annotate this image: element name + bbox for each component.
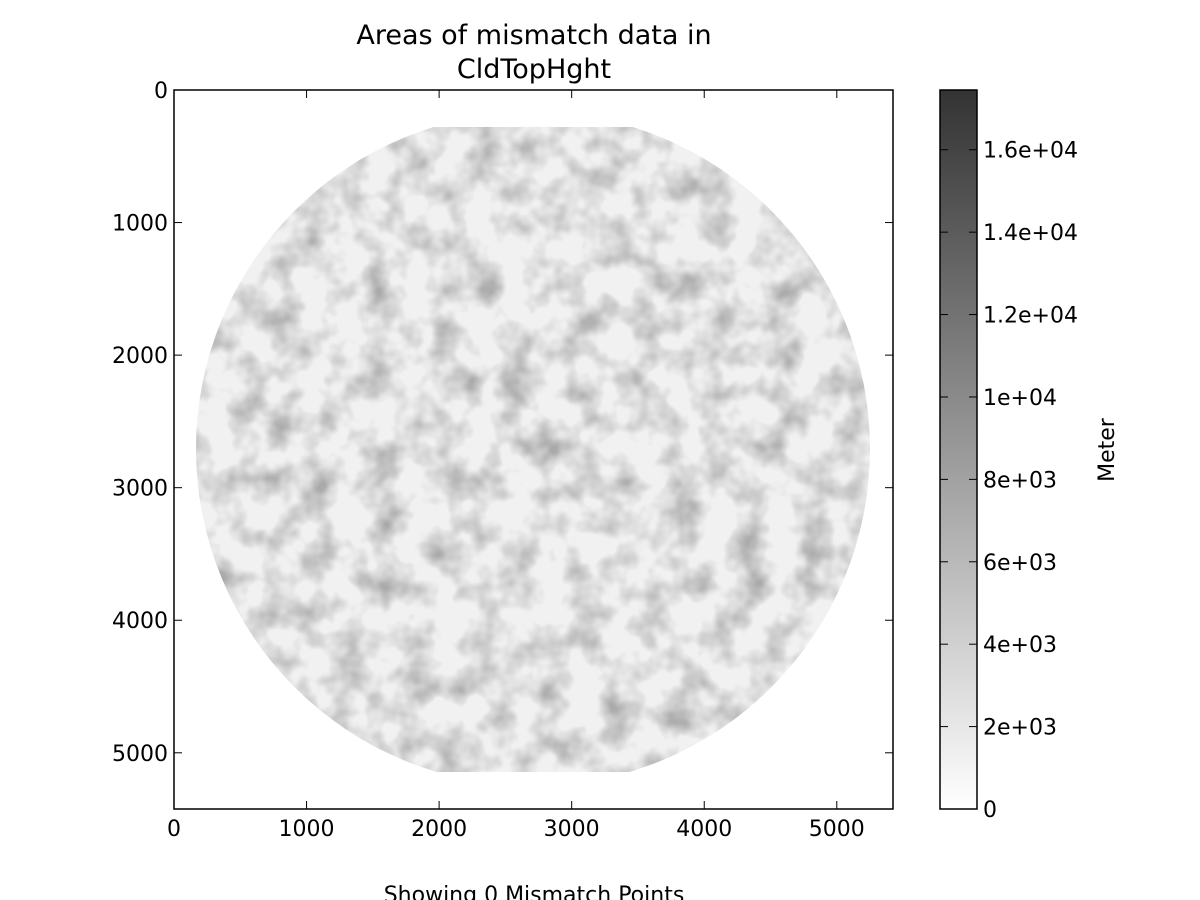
y-tick-label: 5000 [112, 742, 168, 767]
colorbar-tick-label: 2e+03 [983, 716, 1057, 741]
chart-title: Areas of mismatch data in [356, 20, 711, 51]
plot-frame [173, 89, 894, 810]
colorbar-tick-label: 1.2e+04 [983, 304, 1078, 329]
footer-note: Showing 0 Mismatch Points [384, 883, 685, 900]
colorbar-tick-label: 4e+03 [983, 633, 1057, 658]
colorbar-tick-label: 1.6e+04 [983, 139, 1078, 164]
x-tick-label: 0 [167, 817, 181, 842]
x-tick-label: 5000 [809, 817, 865, 842]
x-tick-label: 4000 [676, 817, 732, 842]
colorbar-tick-label: 6e+03 [983, 551, 1057, 576]
chart-title: CldTopHght [457, 54, 611, 85]
colorbar-tick-label: 1e+04 [983, 386, 1057, 411]
colorbar-tick-label: 0 [983, 798, 997, 823]
y-tick-label: 4000 [112, 609, 168, 634]
colorbar [939, 89, 978, 810]
x-tick-label: 1000 [279, 817, 335, 842]
y-tick-label: 1000 [112, 212, 168, 237]
earth-disk [196, 127, 870, 772]
x-tick-label: 2000 [411, 817, 467, 842]
x-tick-label: 3000 [544, 817, 600, 842]
colorbar-tick-label: 8e+03 [983, 468, 1057, 493]
y-tick-label: 0 [154, 79, 168, 104]
colorbar-tick-label: 1.4e+04 [983, 221, 1078, 246]
y-tick-label: 2000 [112, 344, 168, 369]
y-tick-label: 3000 [112, 477, 168, 502]
colorbar-label: Meter [1095, 417, 1120, 482]
